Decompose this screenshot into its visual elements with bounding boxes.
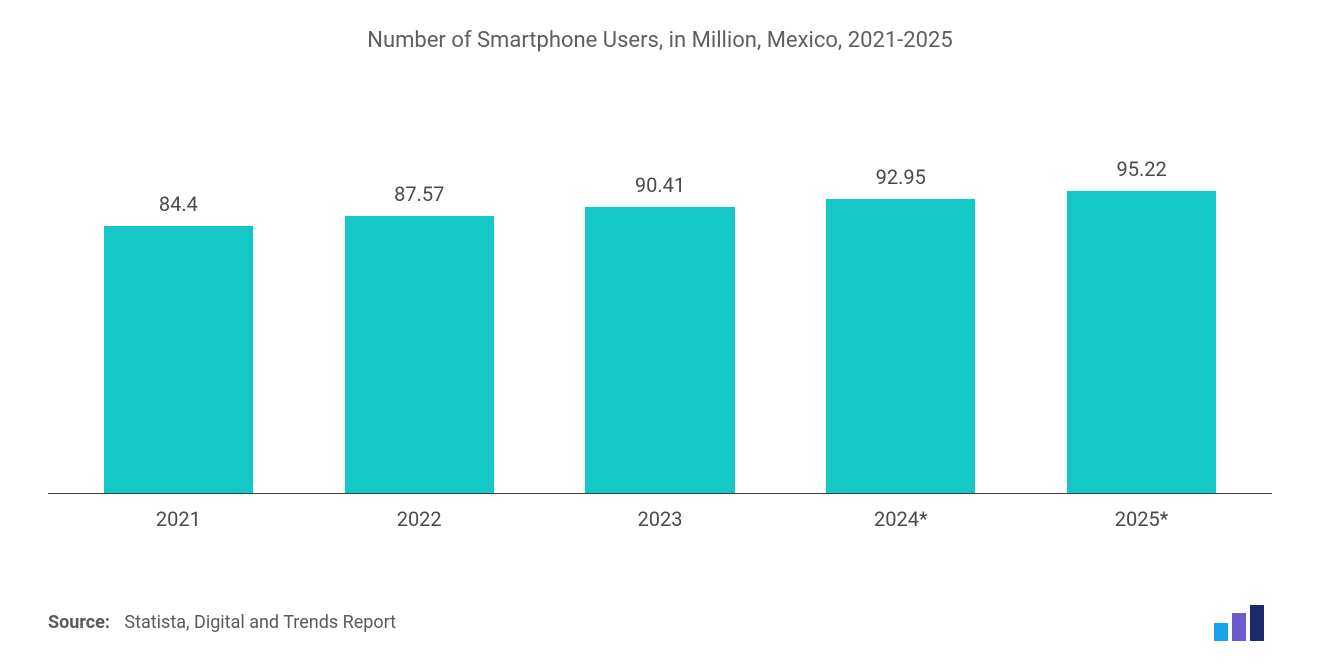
- x-axis-labels: 2021202220232024*2025*: [48, 507, 1272, 531]
- source-text: Statista, Digital and Trends Report: [124, 612, 396, 633]
- bar-slot: 95.22: [1021, 113, 1262, 493]
- source-attribution: Source: Statista, Digital and Trends Rep…: [48, 612, 396, 633]
- x-axis-label: 2022: [299, 507, 540, 531]
- bar: [345, 216, 494, 493]
- bar-value-label: 84.4: [159, 192, 198, 216]
- plot-area: 84.4 87.57 90.41 92.95 95.22: [48, 113, 1272, 493]
- bar-slot: 90.41: [540, 113, 781, 493]
- x-axis-label: 2023: [540, 507, 781, 531]
- chart-container: Number of Smartphone Users, in Million, …: [48, 20, 1272, 645]
- chart-title: Number of Smartphone Users, in Million, …: [48, 28, 1272, 53]
- bar-value-label: 90.41: [635, 173, 685, 197]
- bar-slot: 84.4: [58, 113, 299, 493]
- source-label: Source:: [48, 612, 110, 633]
- x-axis-label: 2025*: [1021, 507, 1262, 531]
- bar: [104, 226, 253, 493]
- bar-slot: 87.57: [299, 113, 540, 493]
- bar-value-label: 92.95: [876, 165, 926, 189]
- bar-value-label: 95.22: [1116, 157, 1166, 181]
- bar: [826, 199, 975, 493]
- x-axis-baseline: [48, 493, 1272, 494]
- bar-value-label: 87.57: [394, 182, 444, 206]
- bar-slot: 92.95: [780, 113, 1021, 493]
- x-axis-label: 2024*: [780, 507, 1021, 531]
- x-axis-label: 2021: [58, 507, 299, 531]
- bar: [585, 207, 734, 493]
- brand-logo: [1212, 605, 1272, 641]
- bar: [1067, 191, 1216, 493]
